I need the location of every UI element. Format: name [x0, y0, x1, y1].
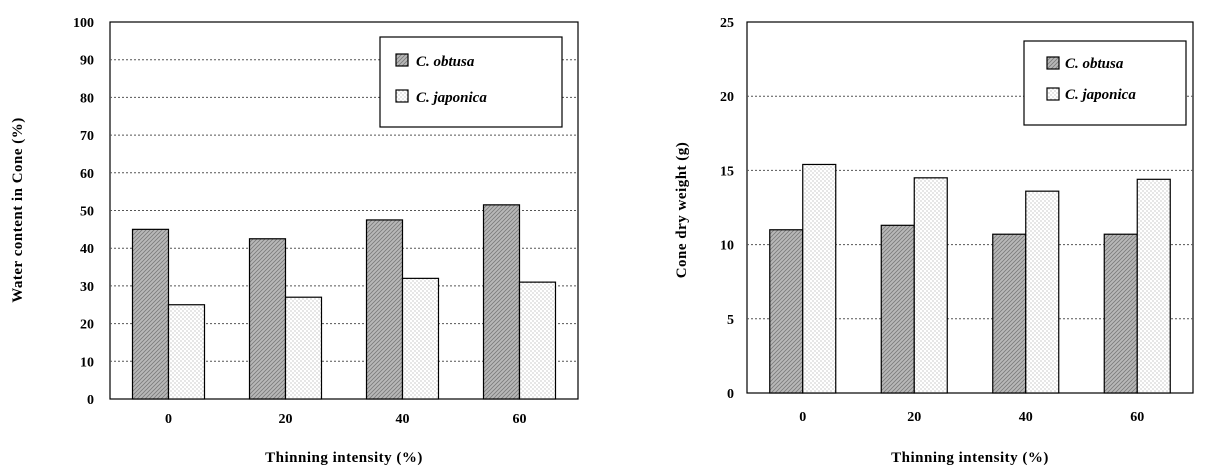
x-tick-label: 0 — [799, 410, 806, 425]
y-tick-label: 60 — [80, 167, 94, 182]
x-tick-label: 60 — [1130, 410, 1144, 425]
y-tick-label: 70 — [80, 129, 94, 144]
y-tick-label: 90 — [80, 54, 94, 69]
x-tick-label: 0 — [165, 412, 172, 427]
y-axis-label: Water content in Cone (%) — [10, 117, 26, 303]
x-axis-label: Thinning intensity (%) — [891, 450, 1049, 466]
y-tick-label: 25 — [720, 16, 734, 31]
water-content-chart: 0 10 20 30 40 50 60 70 80 90 100 0 20 40 60 C. obtusa… — [10, 16, 579, 466]
bar-c-japonica-40 — [1025, 190, 1060, 394]
x-tick-label: 20 — [907, 410, 921, 425]
bar-c-obtusa-20 — [248, 238, 287, 400]
y-tick-label: 10 — [720, 239, 734, 254]
bar-c-japonica-20 — [913, 177, 948, 394]
legend-swatch-c-obtusa — [395, 53, 409, 67]
x-tick-label: 60 — [513, 412, 527, 427]
legend-swatch-c-obtusa — [1046, 56, 1060, 70]
bar-c-japonica-20 — [284, 296, 323, 400]
legend-label-c-obtusa: C. obtusa — [416, 54, 475, 70]
bar-c-obtusa-60 — [1103, 233, 1138, 394]
legend: C. obtusa C. japonica — [1023, 40, 1187, 126]
bar-c-japonica-40 — [401, 277, 440, 400]
bar-c-obtusa-40 — [365, 219, 404, 400]
bar-c-japonica-0 — [802, 163, 837, 394]
x-tick-label: 40 — [396, 412, 410, 427]
bar-c-japonica-60 — [1136, 178, 1171, 394]
legend-label-c-japonica: C. japonica — [1065, 87, 1136, 103]
legend-label-c-obtusa: C. obtusa — [1065, 56, 1124, 72]
x-tick-label: 40 — [1019, 410, 1033, 425]
y-tick-label: 5 — [727, 313, 734, 328]
bar-c-obtusa-0 — [131, 228, 170, 400]
bar-c-obtusa-40 — [992, 233, 1027, 394]
legend: C. obtusa C. japonica — [379, 36, 563, 128]
bar-c-japonica-60 — [518, 281, 557, 400]
y-tick-label: 10 — [80, 355, 94, 370]
legend-label-c-japonica: C. japonica — [416, 90, 487, 106]
legend-swatch-c-japonica — [395, 89, 409, 103]
y-tick-label: 15 — [720, 164, 734, 179]
bar-c-obtusa-0 — [769, 229, 804, 394]
y-tick-label: 80 — [80, 91, 94, 106]
bar-c-obtusa-20 — [880, 224, 915, 394]
y-tick-label: 0 — [727, 387, 734, 402]
legend-box — [1023, 40, 1187, 126]
y-tick-label: 100 — [73, 16, 94, 31]
cone-dry-weight-chart: 0 5 10 15 20 25 0 20 40 60 C. obtusa C. japonica… — [674, 16, 1194, 466]
y-tick-label: 20 — [720, 90, 734, 105]
y-axis-label: Cone dry weight (g) — [674, 142, 690, 279]
y-tick-label: 20 — [80, 318, 94, 333]
x-tick-label: 20 — [279, 412, 293, 427]
bar-c-obtusa-60 — [482, 204, 521, 400]
legend-swatch-c-japonica — [1046, 87, 1060, 101]
y-tick-label: 40 — [80, 242, 94, 257]
legend-box — [379, 36, 563, 128]
bar-c-japonica-0 — [167, 304, 206, 400]
y-tick-label: 30 — [80, 280, 94, 295]
x-axis-label: Thinning intensity (%) — [265, 450, 423, 466]
y-tick-label: 0 — [87, 393, 94, 408]
plot-area-frame — [746, 21, 1194, 394]
y-tick-label: 50 — [80, 205, 94, 220]
